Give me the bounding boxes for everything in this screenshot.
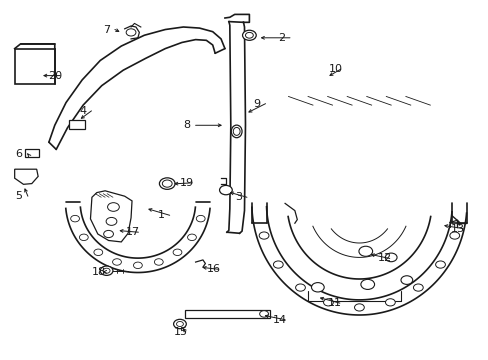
Text: 5: 5 bbox=[16, 191, 22, 201]
Circle shape bbox=[71, 215, 80, 222]
Circle shape bbox=[259, 311, 268, 317]
Circle shape bbox=[79, 234, 88, 240]
Text: 13: 13 bbox=[450, 224, 464, 234]
Circle shape bbox=[176, 321, 183, 327]
Text: 20: 20 bbox=[48, 71, 62, 81]
Circle shape bbox=[358, 246, 372, 256]
Circle shape bbox=[323, 299, 333, 306]
Polygon shape bbox=[90, 191, 132, 242]
Text: 18: 18 bbox=[92, 267, 106, 277]
Circle shape bbox=[173, 319, 186, 329]
Circle shape bbox=[162, 180, 172, 187]
Text: 8: 8 bbox=[183, 120, 190, 130]
Circle shape bbox=[311, 283, 324, 292]
Text: 7: 7 bbox=[102, 24, 110, 35]
Circle shape bbox=[360, 279, 374, 289]
Bar bbox=[69, 120, 85, 129]
Circle shape bbox=[219, 185, 232, 195]
Circle shape bbox=[187, 234, 196, 240]
Text: 16: 16 bbox=[206, 264, 220, 274]
Circle shape bbox=[133, 262, 142, 269]
Circle shape bbox=[94, 249, 102, 256]
Text: 2: 2 bbox=[277, 33, 285, 43]
Circle shape bbox=[273, 261, 283, 268]
Bar bbox=[15, 49, 55, 84]
Circle shape bbox=[100, 266, 113, 275]
Circle shape bbox=[259, 232, 268, 239]
Bar bbox=[25, 149, 39, 157]
Circle shape bbox=[295, 284, 305, 291]
Circle shape bbox=[196, 215, 204, 222]
Circle shape bbox=[449, 232, 459, 239]
Text: 4: 4 bbox=[79, 106, 86, 116]
Ellipse shape bbox=[231, 125, 242, 138]
Circle shape bbox=[154, 259, 163, 265]
Circle shape bbox=[400, 276, 412, 284]
Text: 12: 12 bbox=[377, 253, 391, 264]
Circle shape bbox=[242, 30, 256, 40]
Circle shape bbox=[385, 253, 396, 262]
Circle shape bbox=[107, 203, 119, 211]
Text: 9: 9 bbox=[253, 99, 260, 109]
Circle shape bbox=[173, 249, 182, 256]
Text: 10: 10 bbox=[328, 64, 342, 74]
Text: 11: 11 bbox=[327, 298, 341, 308]
Circle shape bbox=[159, 178, 175, 189]
Text: 19: 19 bbox=[180, 178, 194, 188]
Circle shape bbox=[112, 259, 121, 265]
Circle shape bbox=[103, 268, 110, 273]
Polygon shape bbox=[15, 169, 38, 184]
Text: 6: 6 bbox=[16, 149, 22, 159]
Text: 17: 17 bbox=[126, 227, 140, 237]
Circle shape bbox=[412, 284, 422, 291]
Circle shape bbox=[126, 29, 136, 36]
Text: 14: 14 bbox=[272, 315, 286, 325]
Text: 1: 1 bbox=[157, 210, 164, 220]
Circle shape bbox=[385, 299, 394, 306]
Ellipse shape bbox=[233, 127, 240, 135]
Text: 3: 3 bbox=[234, 192, 241, 202]
Text: 15: 15 bbox=[173, 327, 187, 337]
Circle shape bbox=[435, 261, 445, 268]
Circle shape bbox=[106, 217, 117, 225]
Bar bbox=[184, 310, 270, 318]
Circle shape bbox=[354, 304, 364, 311]
Circle shape bbox=[245, 32, 253, 38]
Circle shape bbox=[103, 230, 113, 238]
